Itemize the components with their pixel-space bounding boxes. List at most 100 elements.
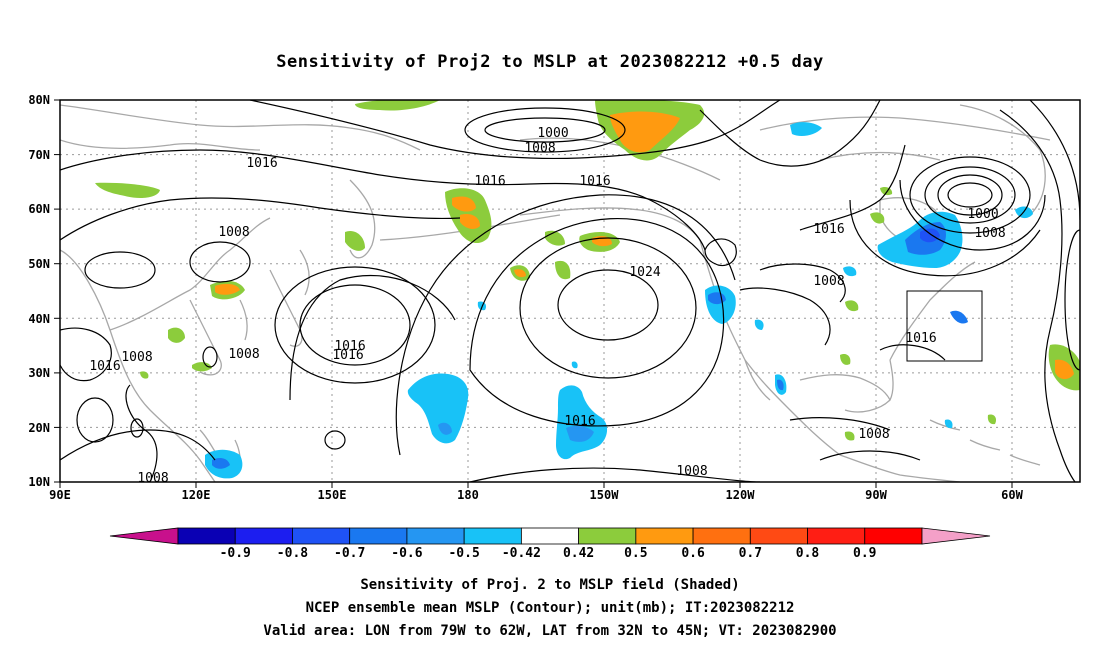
contour-label: 1008 [121,350,152,365]
negative-patch [212,457,230,469]
sensitivity-shading [95,100,1080,479]
positive-patch [168,327,185,343]
colorbar-label: -0.6 [391,546,422,561]
footer-line-3: Valid area: LON from 79W to 62W, LAT fro… [263,623,836,639]
contour-label: 1008 [676,464,707,479]
negative-patch [790,122,822,136]
lat-labels: 80N 70N 60N 50N 40N 30N 20N 10N [28,93,50,489]
contour-label: 1016 [564,414,595,429]
positive-patch [355,100,440,111]
map-panel: 1016 1008 1000 1008 1016 1016 1024 1016 … [28,93,1081,502]
contour-label: 1016 [813,222,844,237]
colorbar-cell [234,527,293,545]
positive-patch [1055,359,1074,380]
contour-label: 1008 [524,141,555,156]
negative-patch [556,385,608,460]
contour-label: 1024 [629,265,660,280]
contour-label: 1000 [967,207,998,222]
lon-label: 150E [318,488,347,502]
contour-label: 1008 [813,274,844,289]
footer-line-2: NCEP ensemble mean MSLP (Contour); unit(… [306,600,795,616]
negative-patch [571,361,578,369]
contour-label: 1008 [974,226,1005,241]
colorbar-cell [578,527,637,545]
negative-patch [944,419,953,429]
colorbar-cell [807,527,866,545]
lat-label: 30N [28,366,50,380]
contour-label: 1016 [334,339,365,354]
colorbar-cell [177,527,236,545]
negative-patch [754,319,764,330]
figure-title: Sensitivity of Proj2 to MSLP at 20230822… [276,52,823,72]
lon-label: 60W [1001,488,1023,502]
colorbar-cell [520,527,580,545]
lon-label: 90E [49,488,71,502]
lat-label: 40N [28,312,50,326]
contour-label: 1008 [218,225,249,240]
coastlines [60,104,1051,482]
map-frame [59,99,1081,483]
lat-label: 10N [28,475,50,489]
positive-patch [844,431,855,441]
contour-label: 1016 [579,174,610,189]
colorbar-label: 0.6 [681,546,705,561]
lat-label: 80N [28,93,50,107]
colorbar-label: 0.9 [853,546,876,561]
lon-label: 180 [457,488,479,502]
colorbar-label: 0.5 [624,546,647,561]
footer-line-1: Sensitivity of Proj. 2 to MSLP field (Sh… [360,577,739,593]
lat-label: 20N [28,421,50,435]
colorbar-label: 0.7 [739,546,762,561]
colorbar-cell [749,527,808,545]
contour-label: 1016 [246,156,277,171]
positive-patch [95,182,160,198]
positive-patch [215,283,240,295]
positive-patch [610,111,680,153]
positive-patch [452,196,476,212]
graticule [60,100,1080,482]
colorbar: -0.9 -0.8 -0.7 -0.6 -0.5 -0.42 0.42 0.5 0.6 0.7 0.… [109,527,991,561]
colorbar-cell [292,527,351,545]
axis-ticks [54,99,1013,488]
lat-label: 50N [28,257,50,271]
colorbar-cell [864,527,923,545]
contour-label: 1000 [537,126,568,141]
lon-label: 120W [726,488,756,502]
positive-patch [987,414,997,425]
lon-labels: 90E 120E 150E 180 150W 120W 90W 60W [49,488,1023,502]
colorbar-label: -0.42 [502,546,541,561]
contour-label: 1008 [858,427,889,442]
negative-patch [438,422,452,435]
negative-patch [920,228,940,243]
contour-label-group: 1016 1008 1000 1008 1016 1016 1024 1016 … [89,126,1005,486]
positive-patch [840,354,851,365]
colorbar-low-arrow [109,527,179,545]
colorbar-label: -0.7 [334,546,365,561]
negative-patch [950,310,968,324]
lon-label: 150W [590,488,620,502]
negative-patch [777,379,784,391]
positive-patch [870,212,885,224]
positive-patch [192,362,212,372]
colorbar-cell [692,527,751,545]
positive-patch [460,214,480,229]
lon-label: 90W [865,488,887,502]
contour-label: 1016 [89,359,120,374]
colorbar-label: 0.42 [563,546,594,561]
colorbar-high-arrow [921,527,991,545]
colorbar-label: -0.8 [277,546,308,561]
negative-patch [566,425,594,442]
colorbar-cell [463,527,522,545]
colorbar-cell [406,527,465,545]
positive-patch [555,260,571,280]
colorbar-cell [635,527,694,545]
positive-patch [514,269,526,278]
positive-patch [140,371,149,379]
valid-area-box [906,290,983,362]
colorbar-label: 0.8 [796,546,820,561]
contour-label: 1008 [137,471,168,486]
contour-label: 1016 [905,331,936,346]
colorbar-cell [349,527,408,545]
lat-label: 60N [28,202,50,216]
